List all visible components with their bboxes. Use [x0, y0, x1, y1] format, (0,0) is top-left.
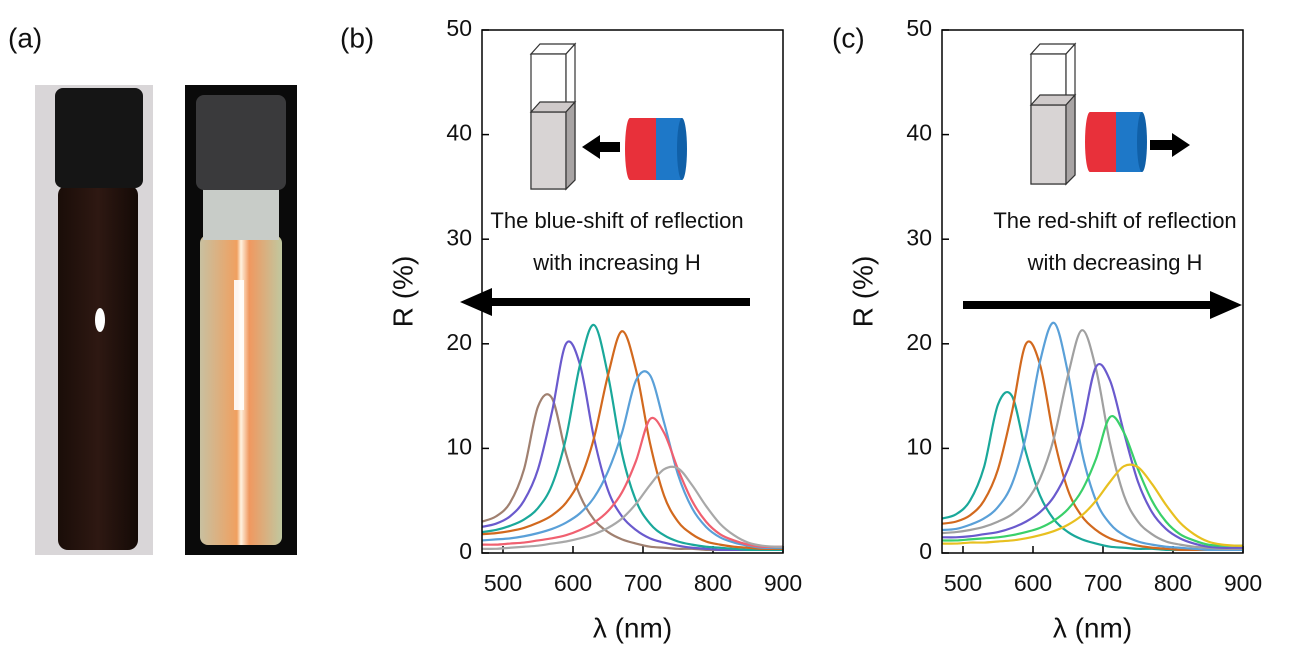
- plot-frame: [941, 29, 1244, 554]
- x-tick-label: 900: [1224, 570, 1262, 596]
- x-tick-label: 800: [1154, 570, 1192, 596]
- annotation: The blue-shift of reflection: [490, 208, 743, 233]
- y-tick-label: 40: [906, 120, 932, 146]
- y-tick-label: 0: [459, 538, 472, 564]
- shift-arrows: [460, 288, 1242, 319]
- x-axis-title: λ (nm): [1053, 612, 1132, 643]
- x-tick-label: 500: [484, 570, 522, 596]
- series-line: [941, 463, 1244, 547]
- annotation: with decreasing H: [1027, 250, 1203, 275]
- y-tick-label: 50: [906, 15, 932, 41]
- y-tick-label: 10: [446, 433, 472, 459]
- inset-b: [529, 42, 687, 191]
- y-tick-label: 30: [446, 224, 472, 250]
- annotation: with increasing H: [532, 250, 701, 275]
- series-line: [481, 465, 784, 550]
- series-line: [941, 362, 1243, 549]
- inset-c: [1029, 42, 1190, 186]
- y-tick-label: 0: [919, 538, 932, 564]
- annotation: The red-shift of reflection: [993, 208, 1236, 233]
- y-tick-label: 50: [446, 15, 472, 41]
- y-tick-label: 40: [446, 120, 472, 146]
- x-tick-label: 500: [944, 570, 982, 596]
- vial-dark: [35, 85, 153, 555]
- series-line: [941, 414, 1243, 547]
- x-tick-label: 900: [764, 570, 802, 596]
- panel-label: (c): [832, 22, 865, 53]
- panel-label: (a): [8, 22, 42, 53]
- y-axis-title: R (%): [847, 256, 878, 328]
- x-tick-label: 700: [1084, 570, 1122, 596]
- x-tick-label: 600: [1014, 570, 1052, 596]
- x-tick-label: 700: [624, 570, 662, 596]
- vial-bright: [185, 85, 297, 555]
- series-line: [481, 370, 783, 550]
- y-tick-label: 20: [906, 329, 932, 355]
- series-line: [481, 323, 783, 552]
- x-tick-label: 600: [554, 570, 592, 596]
- y-tick-label: 10: [906, 433, 932, 459]
- series-line: [941, 340, 1243, 552]
- series-line: [481, 416, 783, 548]
- y-axis-title: R (%): [387, 256, 418, 328]
- y-tick-label: 30: [906, 224, 932, 250]
- x-tick-label: 800: [694, 570, 732, 596]
- x-axis-title: λ (nm): [593, 612, 672, 643]
- plot-frame: [481, 29, 784, 554]
- panel-label: (b): [340, 22, 374, 53]
- series-line: [481, 330, 783, 550]
- y-tick-label: 20: [446, 329, 472, 355]
